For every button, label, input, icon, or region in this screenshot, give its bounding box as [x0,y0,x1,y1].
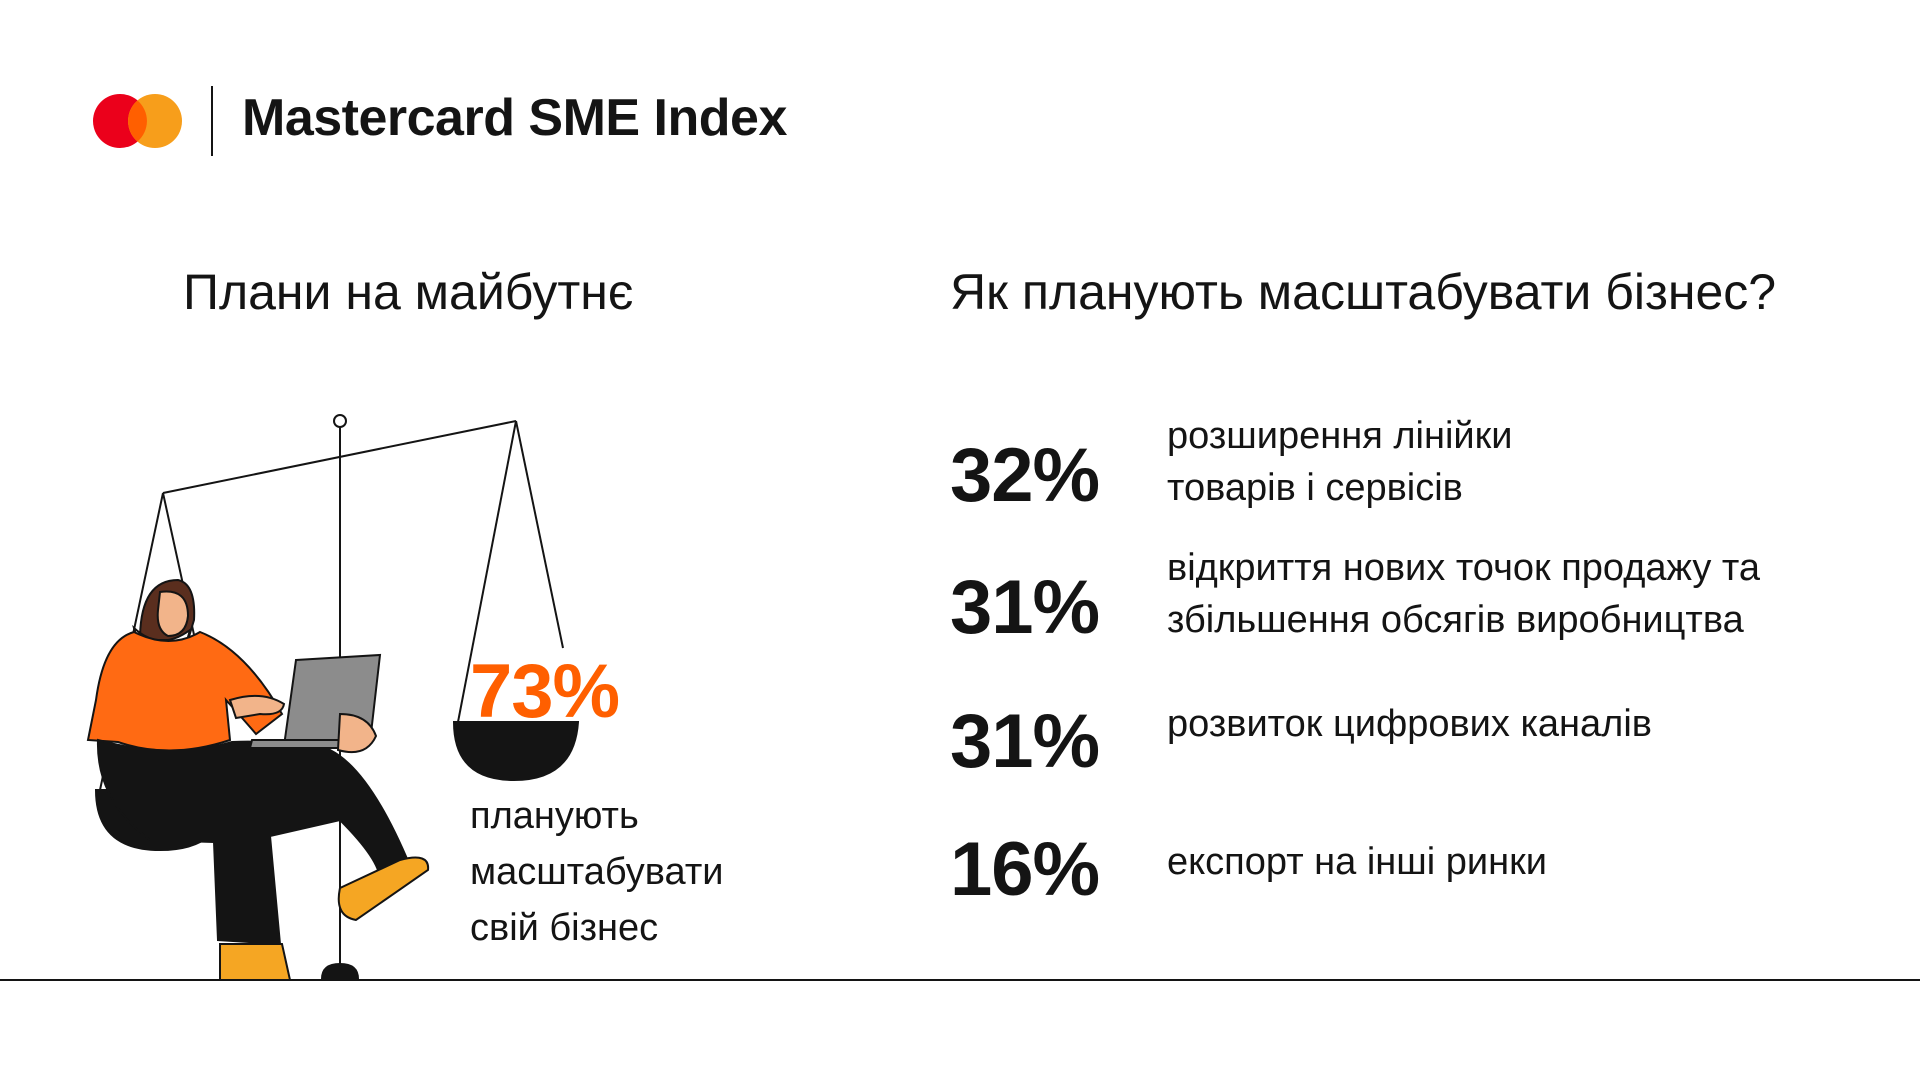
stat-label: розвиток цифрових каналів [1167,698,1847,750]
stat-row-product-line: 32% розширення лінійки товарів і сервісі… [950,410,1850,520]
caption-line: масштабувати [470,851,724,893]
highlight-value: 73% [470,649,620,734]
stat-value: 31% [950,699,1100,784]
caption-line: свій бізнес [470,907,659,949]
stat-value: 31% [950,565,1100,650]
stat-label: експорт на інші ринки [1167,836,1847,888]
stat-label-line: експорт на інші ринки [1167,841,1547,883]
ground-line [0,979,1920,981]
stat-row-digital-channels: 31% розвиток цифрових каналів [950,676,1850,786]
stat-value: 16% [950,827,1100,912]
stat-row-export: 16% експорт на інші ринки [950,818,1850,928]
stat-label-line: відкриття нових точок продажу та [1167,547,1761,589]
stat-label-line: товарів і сервісів [1167,467,1463,509]
brand-divider [211,86,213,156]
stat-label-line: розширення лінійки [1167,415,1513,457]
highlight-caption: планують масштабувати свій бізнес [470,788,790,956]
caption-line: планують [470,795,639,837]
brand-name: Mastercard SME Index [242,89,787,147]
mastercard-logo-icon [93,94,182,148]
stat-label: відкриття нових точок продажу та збільше… [1167,542,1847,646]
stat-label: розширення лінійки товарів і сервісів [1167,410,1847,514]
stat-label-line: розвиток цифрових каналів [1167,703,1652,745]
left-section-title: Плани на майбутнє [183,264,634,320]
stat-value: 32% [950,433,1100,518]
woman-with-laptop-icon [86,578,430,981]
stat-row-new-points: 31% відкриття нових точок продажу та збі… [950,542,1850,652]
stat-label-line: збільшення обсягів виробництва [1167,599,1744,641]
right-section-title: Як планують масштабувати бізнес? [950,264,1777,320]
